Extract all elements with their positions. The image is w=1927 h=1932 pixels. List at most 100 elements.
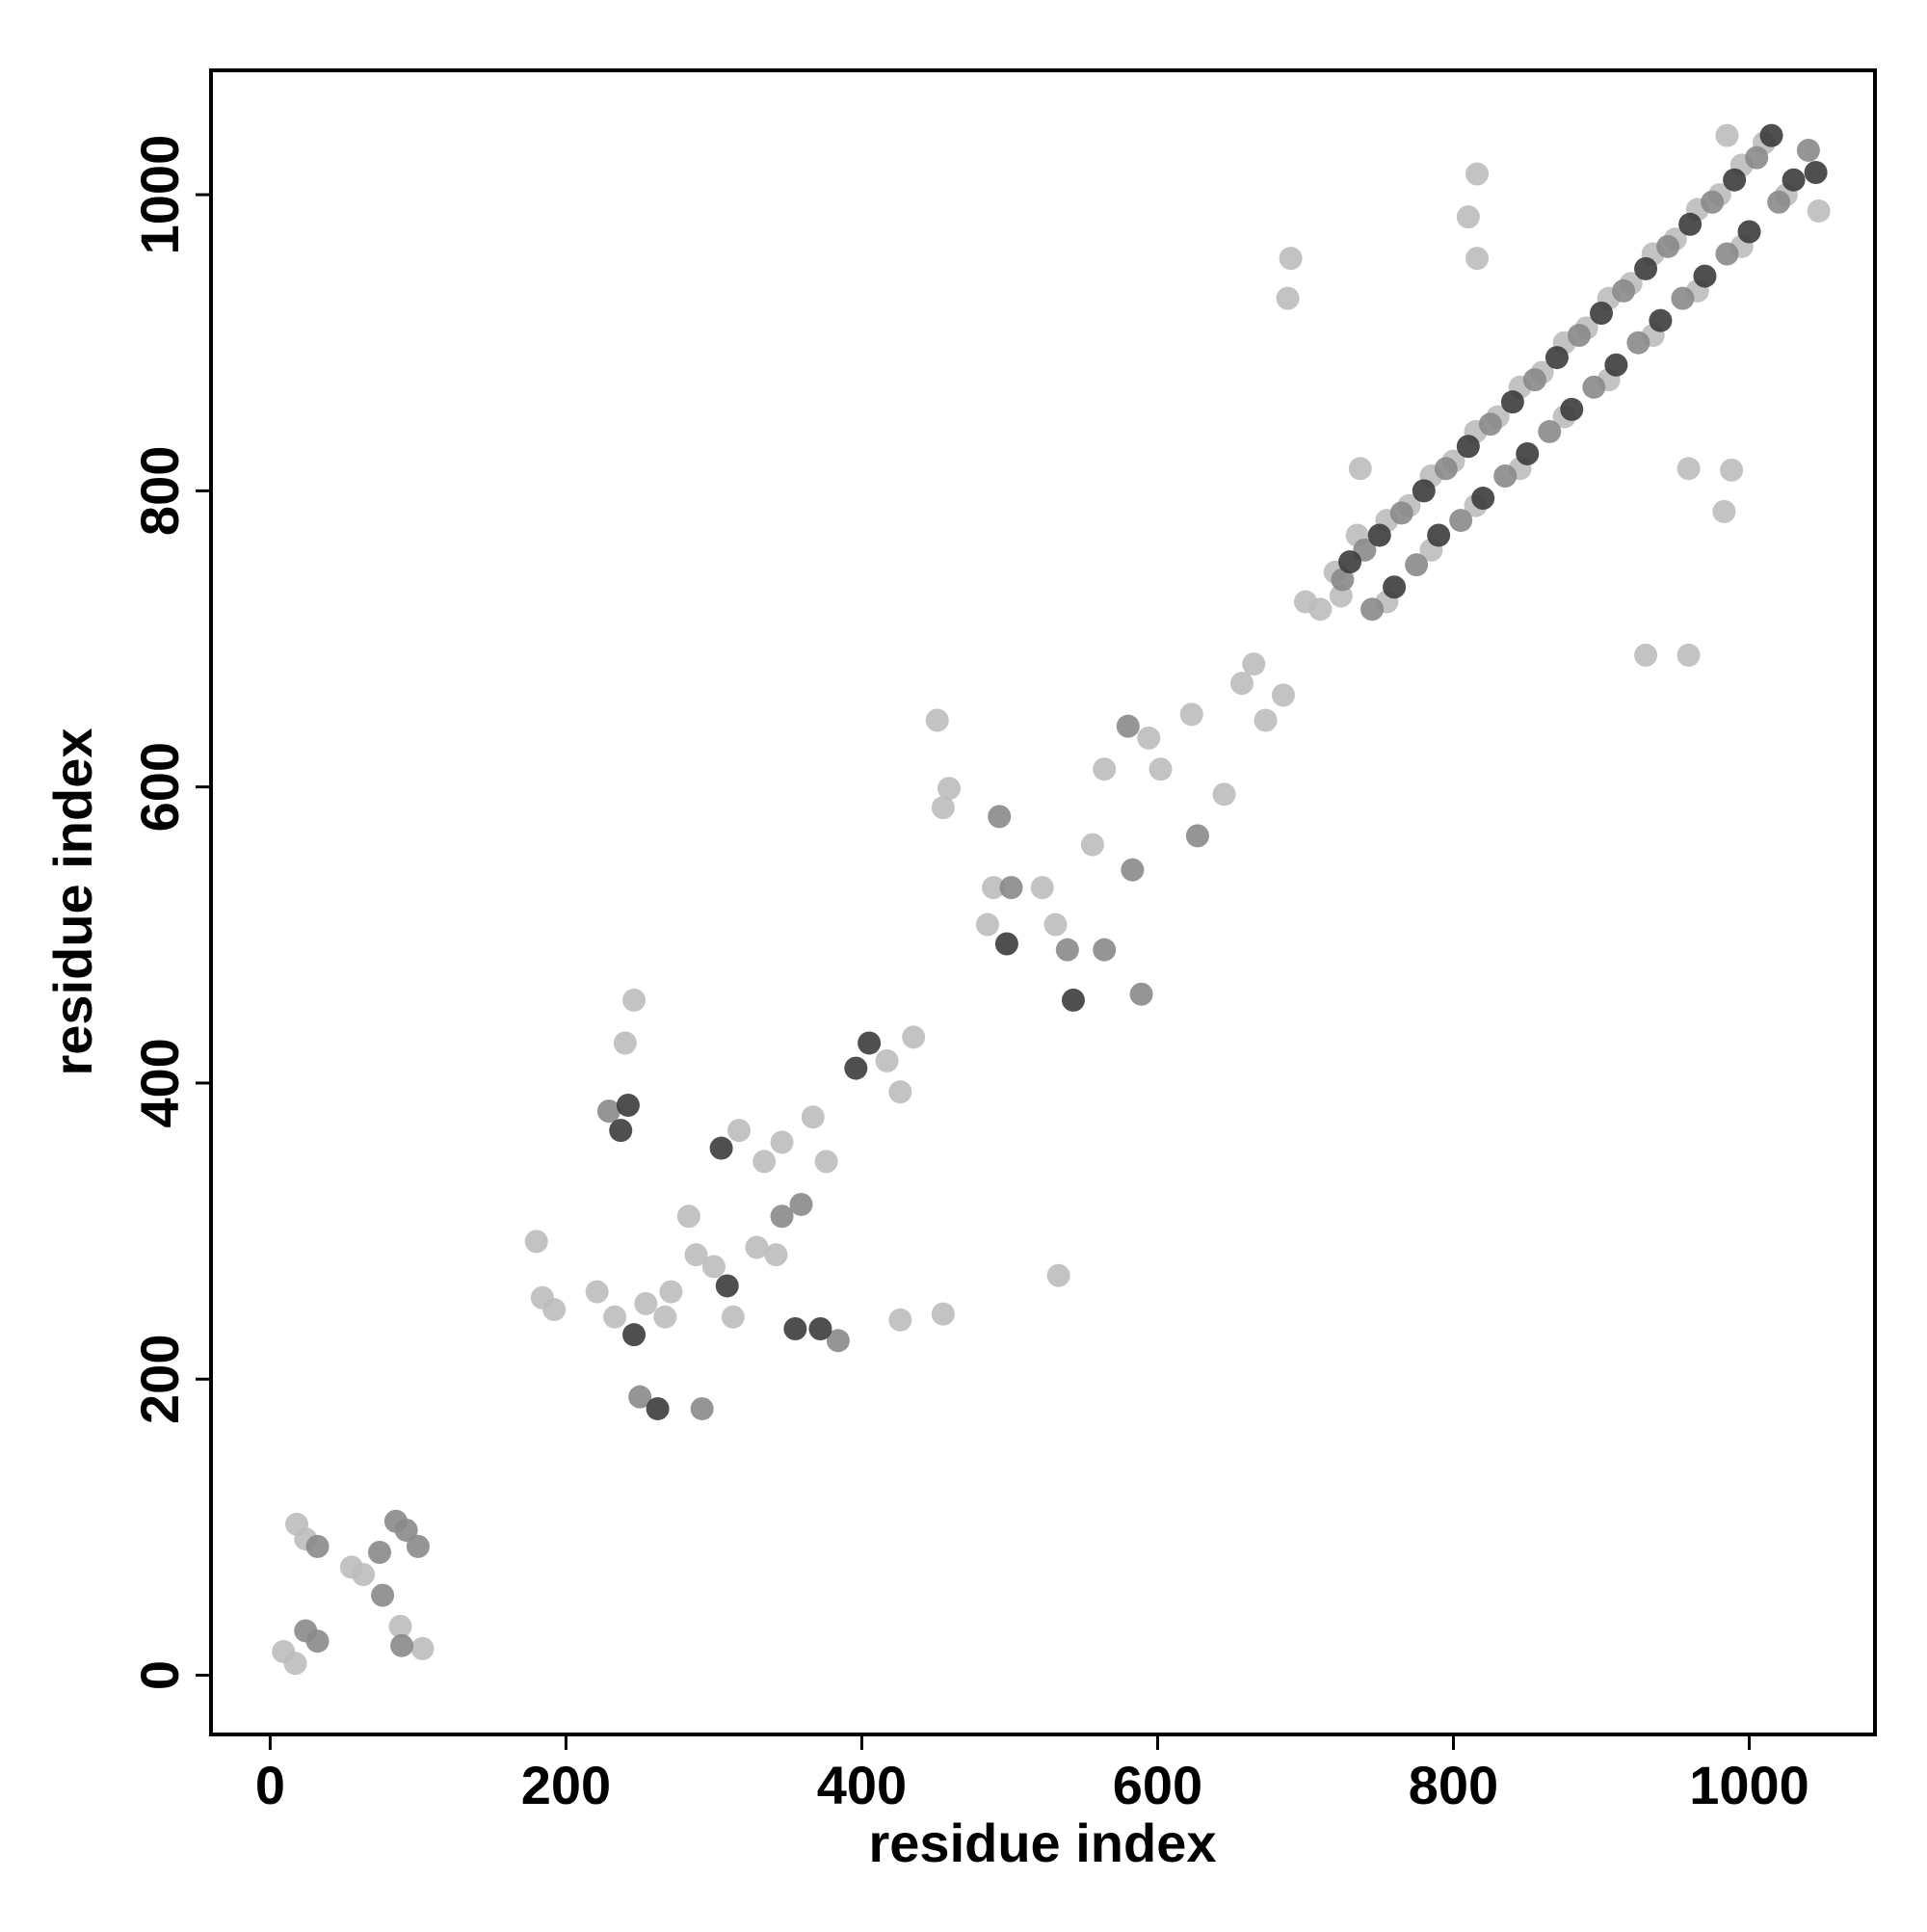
point <box>1671 286 1695 310</box>
point <box>1360 597 1385 622</box>
point <box>764 1243 788 1267</box>
point <box>1590 301 1614 325</box>
point <box>931 796 955 820</box>
x-tick-label: 400 <box>817 1755 907 1815</box>
point <box>1656 234 1680 258</box>
point <box>1567 324 1591 348</box>
point <box>616 1093 640 1117</box>
x-tick-label: 800 <box>1409 1755 1498 1815</box>
point <box>406 1534 430 1558</box>
point <box>770 1130 794 1154</box>
point <box>1405 553 1429 577</box>
point <box>676 1204 700 1229</box>
point <box>596 1099 620 1124</box>
point <box>1676 457 1701 481</box>
point <box>646 1396 670 1420</box>
x-tick-label: 600 <box>1113 1755 1202 1815</box>
point <box>1715 123 1739 147</box>
point <box>1604 353 1628 377</box>
point <box>1782 168 1806 192</box>
x-axis-label: residue index <box>868 1813 1216 1873</box>
point <box>888 1308 912 1332</box>
point <box>1676 643 1701 667</box>
point <box>931 1302 955 1326</box>
point <box>1242 652 1266 676</box>
point <box>982 876 1006 900</box>
point <box>390 1633 414 1657</box>
plot-frame <box>209 68 1877 1736</box>
y-tick-label: 800 <box>129 446 190 536</box>
point <box>1389 501 1413 525</box>
point <box>1121 858 1145 882</box>
point <box>1412 479 1436 503</box>
point <box>709 1136 733 1160</box>
point <box>1560 397 1584 421</box>
point <box>1308 597 1333 622</box>
point <box>1626 331 1650 355</box>
point <box>410 1636 435 1660</box>
point <box>1046 1263 1070 1287</box>
y-tick-label: 600 <box>129 742 190 832</box>
point <box>622 988 647 1012</box>
point <box>585 1280 609 1304</box>
point <box>1383 575 1407 599</box>
point <box>542 1298 567 1322</box>
point <box>653 1305 677 1329</box>
point <box>727 1119 752 1143</box>
point <box>1745 146 1769 170</box>
point <box>1737 220 1761 244</box>
point <box>783 1317 807 1341</box>
point <box>371 1583 395 1607</box>
point <box>1427 523 1451 547</box>
point <box>1456 435 1480 459</box>
point <box>999 876 1023 900</box>
point <box>659 1280 683 1304</box>
y-tick-label: 1000 <box>129 135 190 255</box>
point <box>1229 672 1254 696</box>
point <box>789 1192 813 1216</box>
point <box>1212 782 1236 807</box>
point <box>1767 190 1791 214</box>
point <box>1185 824 1209 848</box>
point <box>1522 368 1546 392</box>
point <box>715 1274 739 1298</box>
y-tick-label: 200 <box>129 1335 190 1424</box>
point <box>1276 286 1300 310</box>
point <box>858 1031 882 1055</box>
point <box>609 1119 633 1143</box>
point <box>975 913 999 937</box>
point <box>1544 346 1569 370</box>
point <box>937 777 962 801</box>
point <box>1348 457 1372 481</box>
x-tick-label: 1000 <box>1689 1755 1809 1815</box>
point <box>994 932 1018 956</box>
point <box>1080 833 1104 857</box>
point <box>1254 708 1278 732</box>
point <box>1634 643 1658 667</box>
point <box>925 708 949 732</box>
point <box>524 1230 548 1254</box>
point <box>902 1025 926 1049</box>
point <box>1338 550 1362 574</box>
point <box>1434 457 1458 481</box>
point <box>1796 138 1820 162</box>
point <box>1493 463 1518 488</box>
point <box>1148 757 1173 781</box>
point <box>1279 247 1303 271</box>
point <box>1179 702 1203 727</box>
point <box>283 1652 307 1676</box>
point <box>1465 162 1490 186</box>
point <box>684 1243 708 1267</box>
point <box>388 1614 412 1638</box>
point <box>394 1518 418 1542</box>
x-tick-label: 200 <box>521 1755 611 1815</box>
point <box>770 1204 794 1229</box>
y-tick-label: 400 <box>129 1038 190 1127</box>
point <box>826 1329 850 1353</box>
point <box>1367 523 1391 547</box>
point <box>721 1305 745 1329</box>
point <box>1693 264 1717 288</box>
point <box>1500 390 1524 414</box>
